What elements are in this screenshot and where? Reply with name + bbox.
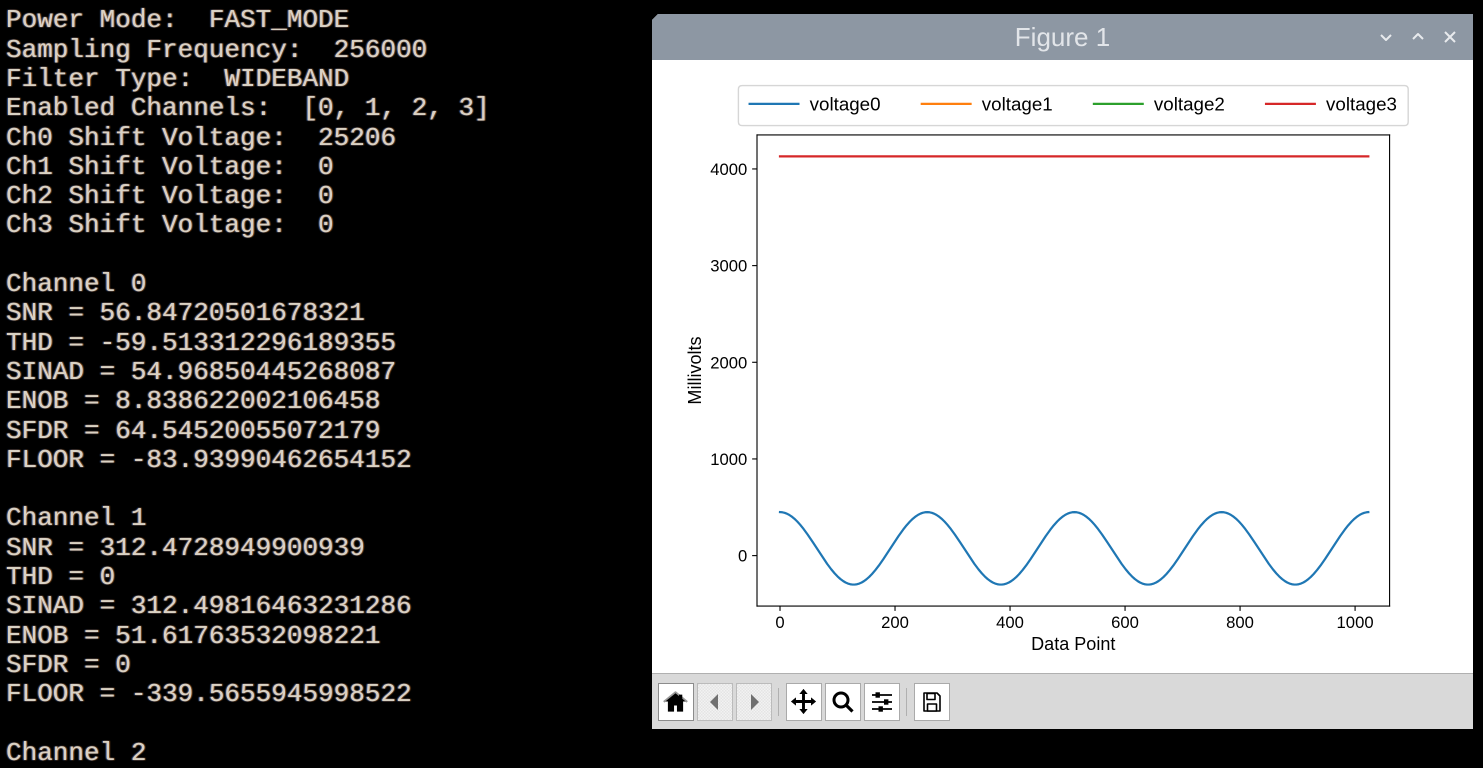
- svg-text:0: 0: [775, 613, 784, 632]
- svg-text:800: 800: [1226, 613, 1254, 632]
- svg-text:400: 400: [996, 613, 1024, 632]
- svg-text:voltage1: voltage1: [982, 93, 1053, 114]
- svg-text:voltage0: voltage0: [810, 93, 881, 114]
- svg-text:600: 600: [1111, 613, 1139, 632]
- svg-text:voltage3: voltage3: [1326, 93, 1397, 114]
- svg-text:1000: 1000: [1337, 613, 1374, 632]
- svg-text:2000: 2000: [710, 353, 747, 372]
- svg-text:Millivolts: Millivolts: [685, 336, 705, 404]
- svg-text:0: 0: [738, 547, 747, 566]
- svg-text:1000: 1000: [710, 450, 747, 469]
- svg-text:4000: 4000: [710, 160, 747, 179]
- svg-text:3000: 3000: [710, 257, 747, 276]
- svg-text:voltage2: voltage2: [1154, 93, 1225, 114]
- svg-text:Data Point: Data Point: [1031, 634, 1115, 654]
- svg-text:200: 200: [881, 613, 909, 632]
